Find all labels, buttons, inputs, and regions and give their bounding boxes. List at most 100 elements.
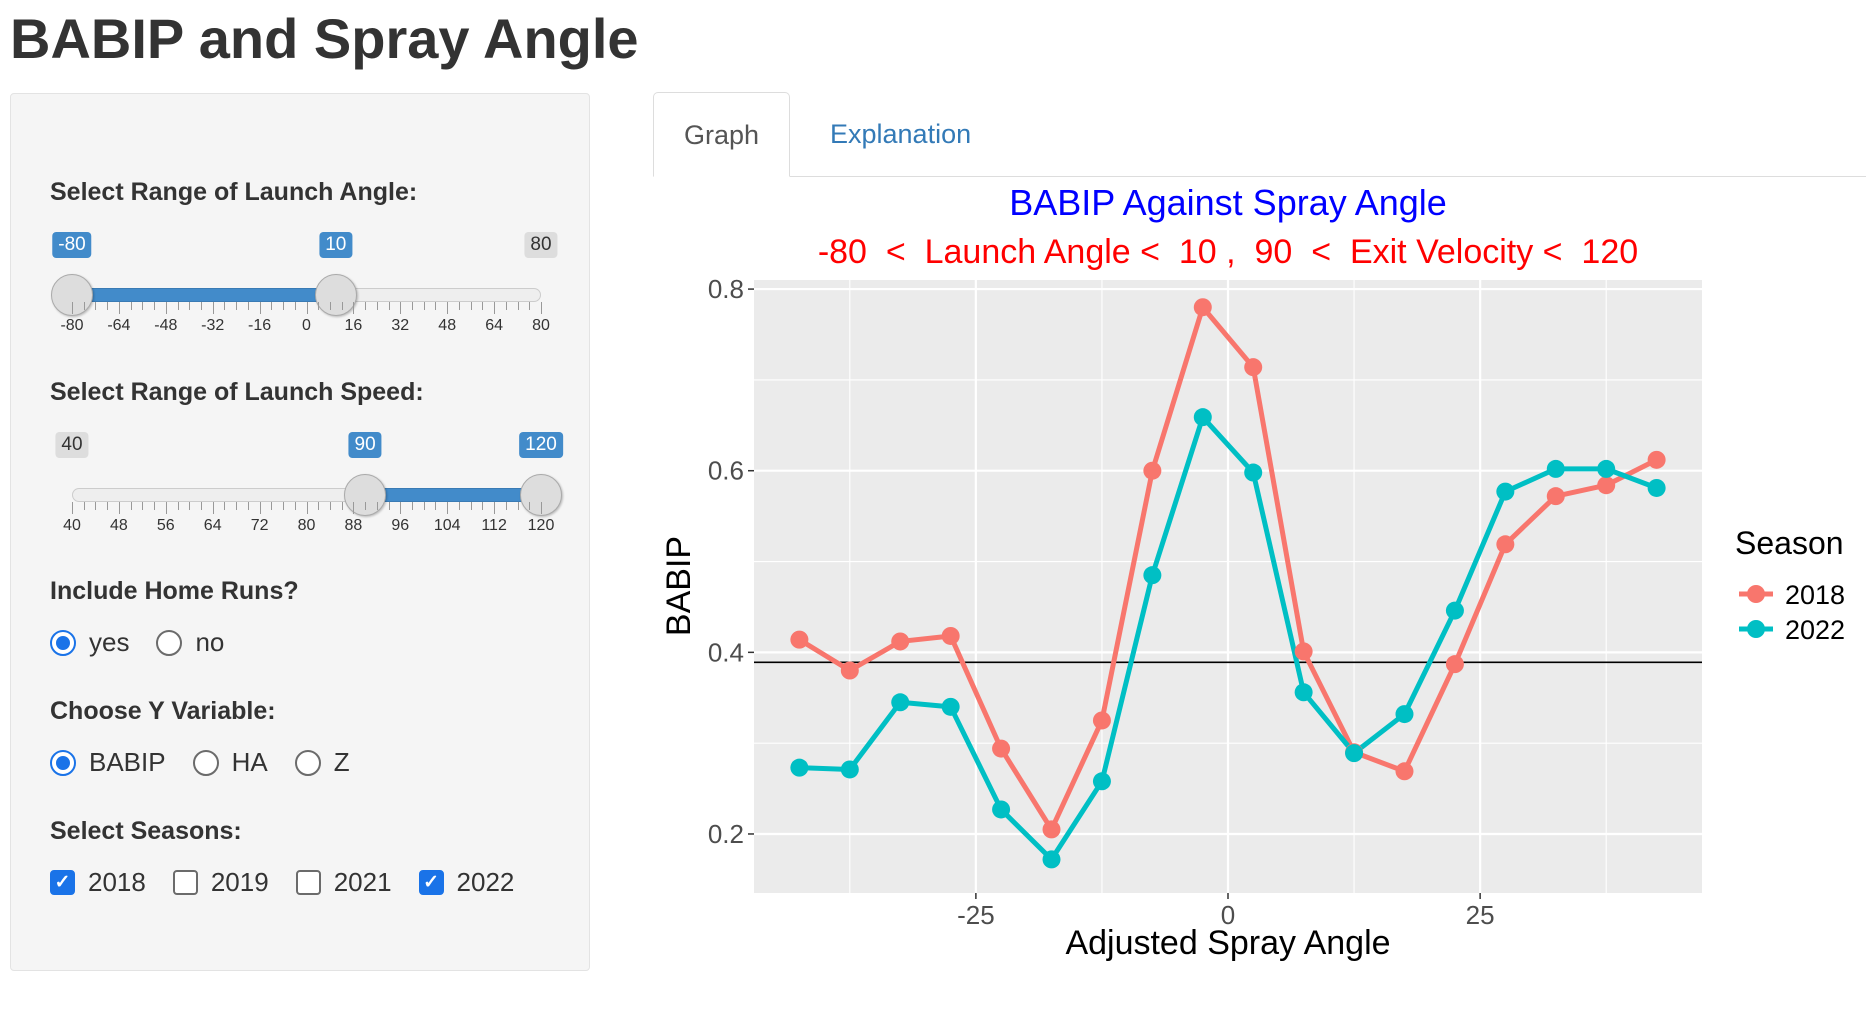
launch-speed-slider[interactable]: 40 90 120 40 48 56 64 72 80 88 96 104 112 120 [50, 402, 563, 534]
radio-button[interactable] [50, 749, 76, 776]
slider-minor-tick [130, 302, 132, 310]
slider-minor-tick [470, 502, 472, 510]
slider-tick [72, 302, 73, 314]
slider-minor-tick [189, 302, 191, 310]
data-point-2022 [790, 758, 809, 777]
y-variable-option-babip[interactable]: BABIP [50, 747, 166, 778]
y-variable-radio-group: BABIP HA Z [50, 747, 377, 778]
slider-minor-tick [341, 502, 343, 510]
legend-title: Season [1735, 525, 1844, 561]
checkbox[interactable] [418, 870, 444, 895]
slider-minor-tick [318, 302, 320, 310]
slider-tick-label: 80 [297, 517, 316, 534]
slider-minor-tick [529, 302, 531, 310]
x-axis-title: Adjusted Spray Angle [1065, 924, 1390, 962]
slider-minor-tick [236, 502, 238, 510]
x-axis-tick-label: 0 [1221, 900, 1235, 930]
radio-button[interactable] [156, 629, 183, 656]
tab-bar: Graph Explanation [653, 92, 1866, 177]
slider-to-handle[interactable] [314, 274, 357, 316]
slider-minor-tick [154, 302, 156, 310]
season-option-2021[interactable]: 2021 [295, 867, 392, 898]
data-point-2018 [1244, 358, 1263, 377]
slider-minor-tick [130, 502, 132, 510]
season-option-2018[interactable]: 2018 [50, 867, 146, 898]
data-point-2022 [1143, 566, 1162, 585]
data-point-2022 [1193, 408, 1212, 427]
y-variable-option-ha[interactable]: HA [192, 747, 268, 778]
data-series [754, 298, 1702, 869]
slider-minor-tick [142, 302, 144, 310]
slider-minor-tick [177, 502, 179, 510]
slider-minor-tick [236, 302, 238, 310]
slider-minor-tick [329, 502, 331, 510]
slider-minor-tick [435, 302, 437, 310]
option-label: HA [231, 747, 268, 777]
data-point-2018 [891, 632, 910, 651]
slider-minor-tick [189, 502, 191, 510]
x-axis-tick-label: 25 [1466, 900, 1495, 930]
slider-tick-label: 32 [391, 317, 410, 334]
data-point-2018 [790, 630, 809, 649]
slider-to-handle[interactable] [520, 474, 562, 516]
legend-item-label: 2022 [1785, 615, 1845, 645]
slider-minor-tick [517, 302, 519, 310]
slider-minor-tick [200, 302, 202, 310]
y-variable-option-z[interactable]: Z [294, 747, 350, 778]
y-axis-tick-label: 0.8 [708, 274, 744, 304]
tab-explanation[interactable]: Explanation [830, 119, 972, 149]
data-point-2022 [891, 693, 910, 712]
slider-tick-label: 120 [527, 517, 555, 534]
slider-tick [447, 302, 449, 314]
launch-angle-label: Select Range of Launch Angle: [50, 178, 418, 206]
y-variable-label: Choose Y Variable: [50, 697, 276, 725]
option-label: BABIP [89, 747, 166, 777]
checkbox[interactable] [295, 870, 321, 895]
data-point-2022 [1294, 683, 1313, 702]
data-point-2022 [992, 800, 1011, 819]
x-axis-tick-label: -25 [957, 900, 995, 930]
slider-tick [400, 502, 402, 514]
home-runs-option-no[interactable]: no [156, 627, 224, 658]
tab-graph[interactable]: Graph [653, 92, 791, 177]
slider-minor-tick [154, 502, 156, 510]
slider-from-value: -80 [52, 232, 92, 258]
slider-tick [353, 502, 355, 514]
slider-min-value: 40 [55, 432, 89, 458]
slider-minor-tick [177, 302, 179, 310]
radio-button[interactable] [50, 629, 76, 656]
radio-button[interactable] [294, 749, 321, 776]
launch-angle-slider[interactable]: -80 10 80 -80 -64 -48 -32 -16 0 16 32 48 64 80 [50, 202, 563, 334]
chart-title: BABIP Against Spray Angle [1009, 182, 1447, 223]
slider-to-value: 120 [519, 432, 563, 458]
slider-minor-tick [376, 302, 378, 310]
slider-minor-tick [294, 502, 296, 510]
season-option-2019[interactable]: 2019 [172, 867, 269, 898]
data-point-2022 [1042, 850, 1061, 869]
slider-minor-tick [83, 302, 85, 310]
home-runs-option-yes[interactable]: yes [50, 627, 129, 658]
slider-tick-label: 40 [63, 517, 81, 534]
season-option-2022[interactable]: 2022 [418, 867, 514, 898]
checkbox[interactable] [50, 870, 75, 895]
radio-button[interactable] [192, 749, 219, 776]
slider-tick [494, 502, 496, 514]
slider-minor-tick [470, 302, 472, 310]
slider-minor-tick [294, 302, 296, 310]
slider-tick [72, 502, 73, 514]
slider-tick [259, 302, 261, 314]
slider-minor-tick [482, 502, 484, 510]
home-runs-label: Include Home Runs? [50, 577, 299, 605]
data-point-2018 [1546, 487, 1565, 506]
data-point-2018 [1496, 535, 1515, 554]
slider-minor-tick [529, 502, 531, 510]
data-point-2022 [1546, 459, 1565, 478]
slider-tick [259, 502, 261, 514]
slider-tick-label: -32 [201, 317, 225, 334]
checkbox[interactable] [172, 870, 198, 895]
legend-item-label: 2018 [1785, 580, 1845, 610]
slider-minor-tick [388, 302, 390, 310]
legend-key-point [1747, 620, 1765, 638]
slider-tick [400, 302, 402, 314]
data-point-2022 [840, 760, 859, 779]
